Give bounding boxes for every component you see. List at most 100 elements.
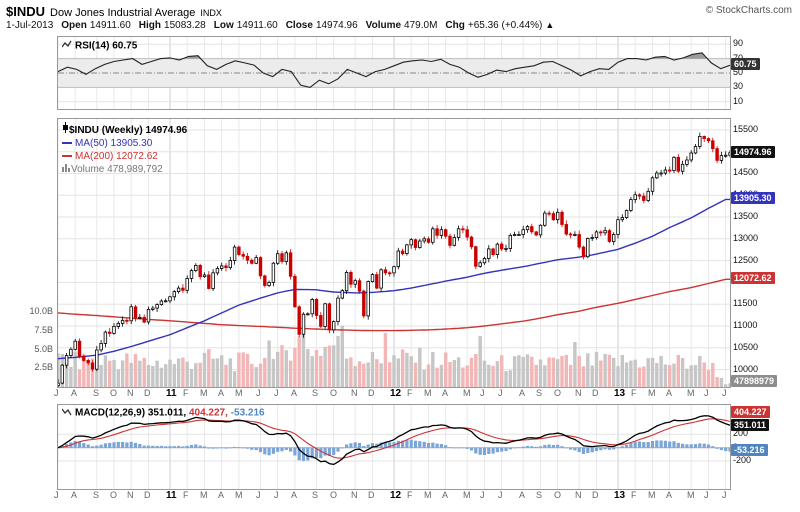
quote-label: Close [285,20,313,31]
month-label: O [110,490,118,500]
month-label: D [144,490,151,500]
price-axis-tick: 11500 [733,298,758,308]
month-label: J [54,388,59,398]
change-up-arrow: ▲ [545,20,555,30]
month-label: F [631,490,637,500]
volume-bars-icon [62,164,71,175]
month-label: O [554,388,562,398]
rsi-indicator-icon [61,40,72,52]
month-label: N [127,388,134,398]
price-axis-tick: 14500 [733,167,759,177]
month-label: M [235,388,243,398]
month-label: S [312,388,319,398]
month-label: M [424,490,432,500]
month-label: S [536,490,543,500]
price-axis-tick: 10000 [733,364,759,374]
quote-date: 1-Jul-2013 [6,20,54,31]
month-label: F [407,490,413,500]
ma200-line-icon [62,155,72,158]
month-label: F [631,388,637,398]
month-label: N [351,388,358,398]
quote-label: Volume [365,20,402,31]
month-label: F [183,490,189,500]
month-label: S [93,388,100,398]
month-label: O [330,388,338,398]
month-label: A [519,388,526,398]
month-label: O [110,388,118,398]
macd-signal-value: 404.227, [188,407,228,419]
month-label: S [536,388,543,398]
rsi-axis-tick: 90 [733,38,744,48]
candlestick-icon [62,122,69,136]
price-axis-tick: 12500 [733,255,759,265]
year-label: 13 [614,490,626,501]
month-label: J [480,388,485,398]
year-label: 13 [614,388,626,399]
stockcharts-credit[interactable]: © StockCharts.com [705,5,792,16]
legend-ma200: MA(200) 12072.62 [75,151,158,162]
rsi-label: RSI(14) 60.75 [61,40,137,52]
month-label: A [218,388,225,398]
volume-badge: 47898979 [731,375,778,387]
quote-value: +65.36 (+0.44%) [467,20,543,31]
year-label: 12 [390,388,402,399]
month-label: J [498,490,503,500]
month-label: A [218,490,225,500]
month-label: J [480,490,485,500]
macd-value-badge: 351.011 [731,419,770,432]
month-label: J [54,490,59,500]
month-label: J [274,490,279,500]
month-label: A [291,490,298,500]
price-axis-tick: 15500 [733,124,759,134]
macd-panel [57,404,731,490]
month-label: M [200,388,208,398]
macd-label-text: MACD(12,26,9) [75,407,146,419]
month-label: A [442,490,449,500]
month-label: D [368,490,375,500]
price-axis-tick: 11000 [733,320,758,330]
macd-histogram-badge: -53.216 [731,444,768,457]
quote-value: 14911.60 [89,20,131,31]
month-label: A [442,388,449,398]
month-label: A [71,490,78,500]
price-panel [57,118,731,388]
macd-axis-tick: 200 [733,428,749,438]
ma50-badge: 13905.30 [731,192,775,205]
month-label: D [144,388,151,398]
x-axis-months-bottom: J A S O N D 11 F M A M J J A S O N D 12 F M A M J J A S O N D 13 F M A M J J [54,490,747,502]
month-label: N [575,388,582,398]
month-label: J [704,490,709,500]
price-legend: $INDU (Weekly) 14974.96 MA(50) 13905.30 … [62,122,187,176]
month-label: M [648,490,656,500]
month-label: J [722,388,727,398]
x-axis-months-top: J A S O N D 11 F M A M J J A S O N D 12 F M A M J J A S O N D 13 F M A M J J [54,388,747,400]
macd-value: 351.011, [147,407,187,419]
month-label: J [498,388,503,398]
macd-label: MACD(12,26,9) 351.011, 404.227, -53.216 [61,407,265,419]
month-label: J [274,388,279,398]
symbol: $INDU [6,4,46,19]
month-label: J [704,388,709,398]
quote-value: 15083.28 [164,20,206,31]
quote-fields: Open 14911.60 High 15083.28 Low 14911.60 Close… [53,20,542,31]
rsi-axis-tick: 50 [733,67,744,77]
month-label: D [592,490,599,500]
macd-indicator-icon [61,407,72,419]
rsi-value-badge: 60.75 [731,58,760,71]
month-label: A [519,490,526,500]
month-label: A [666,490,673,500]
month-label: D [592,388,599,398]
legend-ma50: MA(50) 13905.30 [75,138,153,149]
ma200-badge: 12072.62 [731,272,775,285]
year-label: 11 [166,388,177,399]
month-label: M [200,490,208,500]
month-label: N [575,490,582,500]
month-label: O [554,490,562,500]
month-label: M [463,388,471,398]
month-label: M [687,490,695,500]
month-label: S [93,490,100,500]
year-label: 12 [390,490,402,501]
quote-value: 14911.60 [236,20,278,31]
volume-axis-tick: 5.0B [34,344,53,354]
price-axis-tick: 10500 [733,342,759,352]
